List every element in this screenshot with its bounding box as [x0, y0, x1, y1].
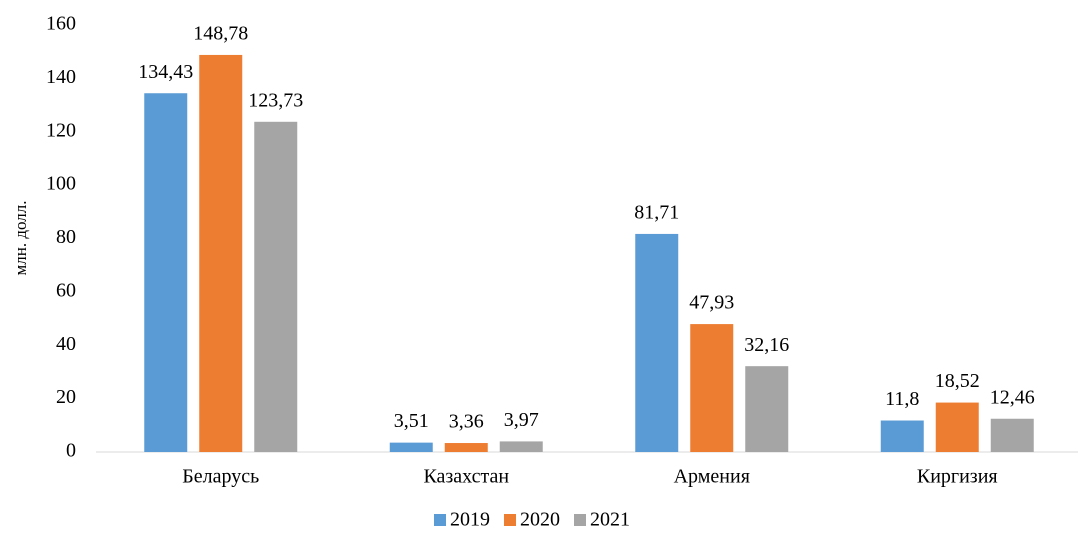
data-label: 3,97	[504, 409, 539, 431]
data-label: 18,52	[935, 370, 980, 392]
legend-label: 2020	[520, 509, 560, 531]
x-tick-label: Киргизия	[917, 466, 998, 488]
x-tick-label: Казахстан	[423, 466, 509, 488]
bar	[444, 443, 488, 452]
legend-swatch	[504, 514, 516, 526]
bar	[935, 402, 979, 452]
y-tick-label: 80	[56, 226, 76, 248]
data-label: 123,73	[248, 89, 303, 111]
y-tick-label: 40	[56, 333, 76, 355]
y-tick-label: 60	[56, 279, 76, 301]
data-label: 32,16	[744, 334, 789, 356]
data-label: 3,51	[394, 410, 429, 432]
y-tick-label: 20	[56, 386, 76, 408]
bar	[745, 366, 789, 452]
data-label: 134,43	[138, 61, 193, 83]
x-tick-label: Армения	[674, 466, 750, 488]
legend-swatch	[434, 514, 446, 526]
bar	[389, 442, 433, 452]
data-label: 11,8	[885, 388, 919, 410]
bar	[199, 54, 243, 453]
y-tick-label: 120	[46, 119, 76, 141]
y-tick-label: 160	[46, 13, 76, 35]
data-label: 12,46	[990, 386, 1035, 408]
bar	[254, 121, 298, 452]
bar	[635, 233, 679, 452]
y-tick-label: 100	[46, 173, 76, 195]
bar	[880, 420, 924, 452]
data-label: 47,93	[689, 292, 734, 314]
data-label: 148,78	[193, 23, 248, 45]
data-label: 81,71	[634, 202, 679, 224]
bar	[499, 441, 543, 452]
y-axis-label: млн. долл.	[11, 201, 30, 276]
y-tick-label: 0	[66, 440, 76, 462]
y-tick-label: 140	[46, 66, 76, 88]
data-label: 3,36	[449, 411, 484, 433]
bar	[144, 93, 188, 453]
legend-swatch	[574, 514, 586, 526]
x-tick-label: Беларусь	[182, 466, 259, 488]
bar	[990, 418, 1034, 452]
legend-label: 2021	[590, 509, 630, 531]
bar	[690, 324, 734, 452]
legend-label: 2019	[450, 509, 490, 531]
